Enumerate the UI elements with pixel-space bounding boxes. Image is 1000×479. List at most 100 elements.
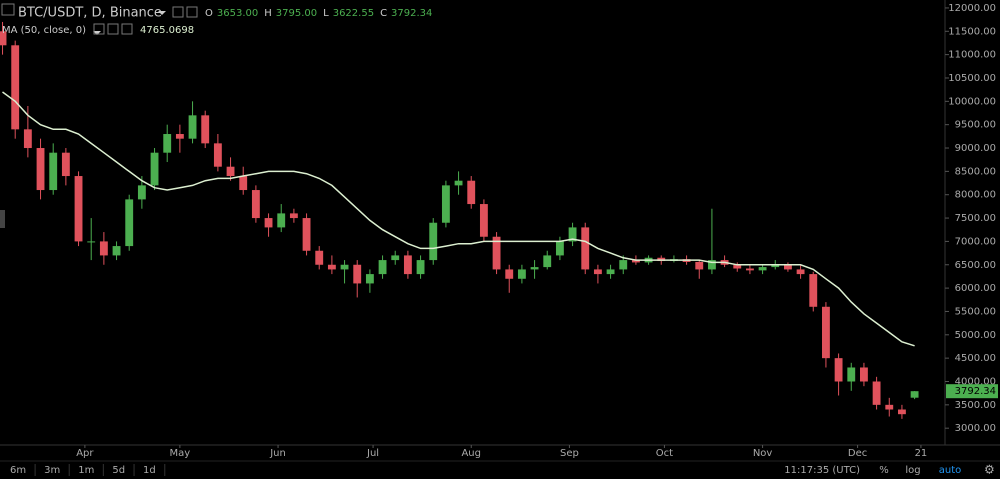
- candle-body: [416, 260, 425, 275]
- candle-body: [631, 260, 640, 263]
- y-tick-label: 4500.00: [955, 353, 996, 364]
- y-tick-label: 4000.00: [955, 376, 996, 387]
- y-tick-label: 11000.00: [948, 50, 996, 61]
- collapse-icon[interactable]: [1, 3, 15, 16]
- last-price-label: 3792.34: [955, 386, 996, 397]
- dropdown-icon[interactable]: [93, 31, 101, 35]
- ma-legend-name: MA (50, close, 0): [2, 25, 86, 36]
- settings-icon[interactable]: ⚙: [984, 463, 995, 477]
- candle-body: [581, 227, 590, 270]
- candle-body: [619, 260, 628, 270]
- x-tick-label: Apr: [76, 448, 94, 459]
- settings-icon[interactable]: [172, 6, 184, 18]
- range-button[interactable]: 1d: [143, 465, 156, 476]
- candle-body: [251, 190, 260, 219]
- hide-icon[interactable]: [186, 6, 198, 18]
- candle-body: [441, 185, 450, 223]
- candle-body: [36, 148, 45, 191]
- last-price-box: [946, 384, 998, 399]
- candle-body: [403, 255, 412, 275]
- candle-body: [315, 250, 324, 265]
- ohlc-value: 3792.34: [391, 8, 432, 19]
- candle-body: [163, 134, 172, 153]
- candle-body: [860, 367, 868, 382]
- x-tick-label: Nov: [753, 448, 773, 459]
- ohlc-key: O: [205, 8, 213, 19]
- candle-body: [112, 246, 121, 256]
- candle-body: [87, 241, 96, 243]
- clock: 11:17:35 (UTC): [784, 465, 860, 476]
- candle-body: [150, 152, 159, 186]
- candle-body: [429, 222, 438, 261]
- candle-body: [11, 45, 20, 130]
- candle-body: [175, 134, 184, 139]
- candle-body: [783, 264, 792, 270]
- chart-title[interactable]: BTC/USDT, D, Binance: [18, 6, 162, 21]
- x-tick-label: Aug: [461, 448, 481, 459]
- candle-body: [492, 236, 501, 270]
- y-tick-label: 8000.00: [955, 190, 996, 201]
- candle-body: [289, 213, 298, 219]
- candle-body: [695, 261, 704, 270]
- candle-body: [226, 166, 235, 177]
- candle-body: [745, 268, 754, 271]
- candle-body: [568, 227, 577, 242]
- candle-body: [125, 199, 134, 247]
- candle-body: [707, 260, 716, 270]
- candle-body: [555, 241, 564, 256]
- range-button[interactable]: 5d: [112, 465, 125, 476]
- candle-body: [467, 180, 476, 205]
- y-tick-label: 5000.00: [955, 330, 996, 341]
- scale-option[interactable]: auto: [939, 465, 962, 476]
- range-button[interactable]: 6m: [10, 465, 26, 476]
- scale-option[interactable]: %: [879, 465, 889, 476]
- candle-body: [391, 255, 400, 261]
- settings-icon[interactable]: [93, 23, 105, 35]
- y-tick-label: 8500.00: [955, 166, 996, 177]
- ohlc-key: C: [380, 8, 387, 19]
- y-tick-label: 3000.00: [955, 423, 996, 434]
- y-tick-label: 10000.00: [948, 96, 996, 107]
- y-tick-label: 12000.00: [948, 3, 996, 14]
- candle-body: [834, 358, 843, 382]
- candle-body: [809, 274, 818, 307]
- candle-body: [885, 404, 894, 410]
- candle-body: [758, 267, 767, 271]
- candle-body: [872, 381, 881, 405]
- candle-body: [201, 115, 210, 144]
- candle-body: [821, 306, 830, 359]
- range-button[interactable]: 1m: [78, 465, 94, 476]
- candle-body: [353, 264, 362, 284]
- candle-body: [479, 204, 488, 237]
- moving-average: [2, 91, 915, 347]
- candle-body: [910, 391, 919, 398]
- candle-body: [277, 213, 286, 228]
- candle-body: [530, 267, 539, 270]
- remove-icon[interactable]: [121, 23, 133, 35]
- side-handle[interactable]: [0, 210, 5, 228]
- ma-legend-value: 4765.0698: [140, 25, 194, 36]
- hide-icon[interactable]: [107, 23, 119, 35]
- x-tick-label: 21: [915, 448, 928, 459]
- ohlc-key: H: [264, 8, 272, 19]
- ohlc-value: 3622.55: [333, 8, 374, 19]
- ohlc-value: 3795.00: [276, 8, 317, 19]
- range-button[interactable]: 3m: [44, 465, 60, 476]
- candle-body: [23, 129, 32, 149]
- candle-body: [543, 255, 552, 268]
- y-tick-label: 11500.00: [948, 26, 996, 37]
- candle-body: [137, 185, 146, 200]
- x-tick-label: Dec: [848, 448, 867, 459]
- dropdown-icon[interactable]: [158, 11, 166, 15]
- x-tick-label: Sep: [560, 448, 579, 459]
- scale-option[interactable]: log: [905, 465, 920, 476]
- candle-body: [454, 180, 463, 186]
- candle-body: [365, 274, 374, 284]
- candle-body: [378, 260, 387, 275]
- candle-body: [327, 264, 336, 270]
- x-tick-label: Jul: [366, 448, 379, 459]
- candle-body: [264, 218, 273, 228]
- candle-body: [188, 115, 197, 139]
- y-tick-label: 10500.00: [948, 73, 996, 84]
